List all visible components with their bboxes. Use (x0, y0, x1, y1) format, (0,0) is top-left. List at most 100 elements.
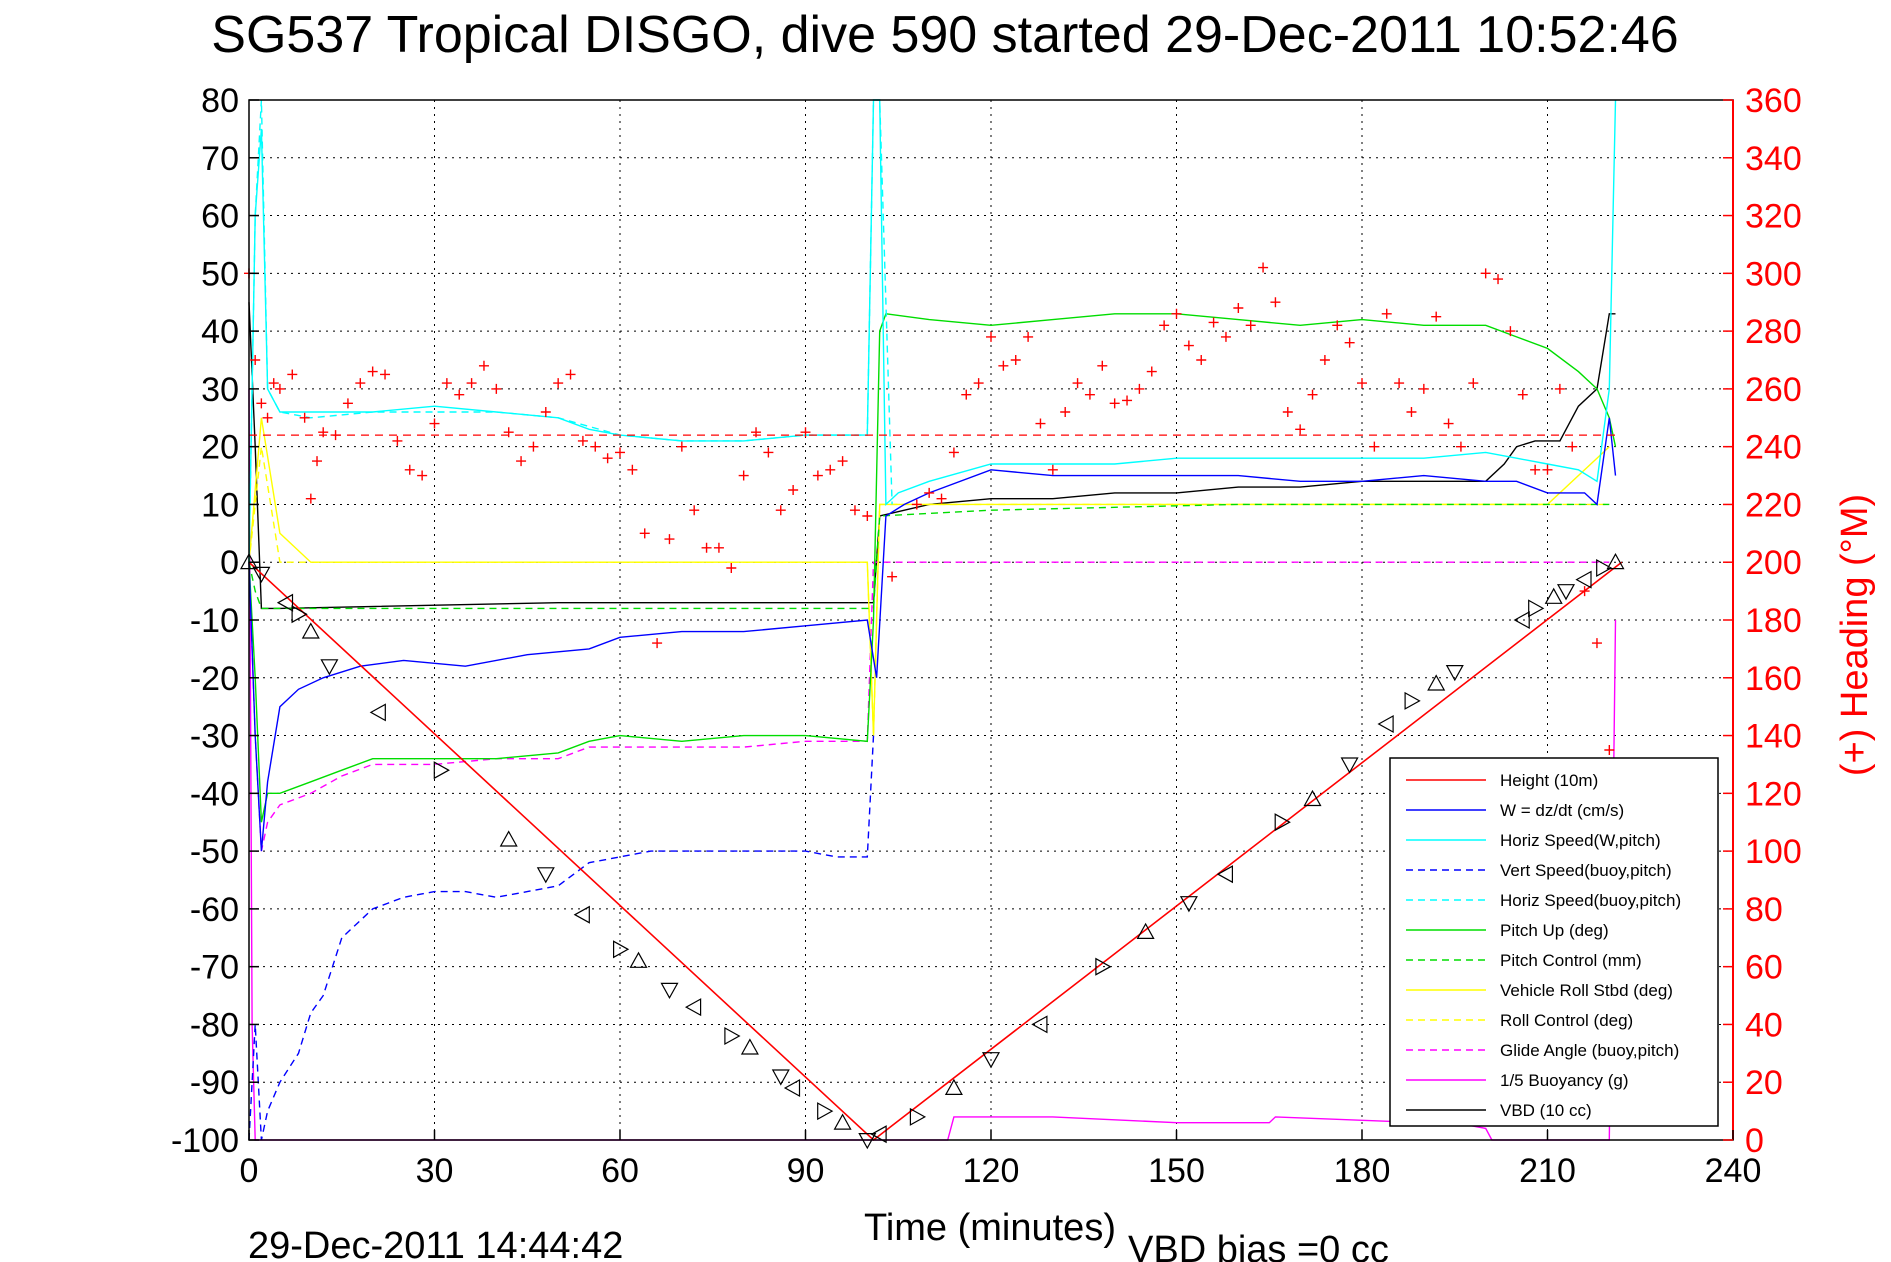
heading-point (1233, 303, 1244, 313)
legend-label: W = dz/dt (cm/s) (1500, 801, 1624, 820)
y-tick-label-right: 0 (1745, 1122, 1764, 1160)
heading-point (312, 456, 323, 467)
heading-point (1332, 320, 1343, 331)
heading-point (1258, 262, 1269, 273)
series-layer (248, 99, 1623, 1142)
y-tick-label-left: -70 (190, 949, 239, 987)
height-marker (684, 998, 702, 1017)
legend-label: Roll Control (deg) (1500, 1011, 1633, 1030)
heading-point (380, 369, 391, 380)
x-tick-label: 90 (787, 1152, 825, 1190)
heading-point (726, 563, 737, 573)
heading-point (1220, 331, 1231, 342)
heading-layer (244, 262, 1616, 755)
height-marker (320, 659, 339, 676)
height-marker (833, 1113, 852, 1130)
x-tick-label: 120 (963, 1152, 1020, 1190)
series-line-1 (248, 417, 1617, 852)
heading-point (478, 360, 489, 371)
y-tick-label-left: 20 (201, 429, 239, 467)
heading-point (1394, 378, 1405, 389)
heading-point (1295, 424, 1306, 435)
heading-point (274, 383, 285, 394)
heading-point (1010, 355, 1021, 365)
x-tick-label: 150 (1148, 1152, 1205, 1190)
height-marker (740, 1038, 759, 1055)
heading-point (602, 453, 613, 464)
heading-point (1493, 274, 1504, 285)
heading-point (491, 383, 502, 394)
legend-label: 1/5 Buoyancy (g) (1500, 1071, 1629, 1090)
heading-point (553, 378, 564, 389)
series-line-9 (248, 561, 1610, 852)
heading-point (812, 470, 823, 481)
height-marker (1179, 896, 1198, 913)
heading-point (1455, 441, 1466, 452)
x-axis-label: Time (minutes) (864, 1207, 1116, 1249)
y-tick-label-right: 40 (1745, 1006, 1783, 1044)
legend-label: Pitch Up (deg) (1500, 921, 1609, 940)
heading-point (1579, 586, 1590, 597)
height-marker (573, 905, 590, 924)
heading-point (1159, 320, 1170, 331)
series-line-6 (248, 503, 1610, 610)
height-marker (1445, 664, 1464, 682)
heading-point (287, 369, 298, 380)
heading-point (936, 493, 947, 504)
heading-point (256, 398, 267, 409)
legend-label: Vehicle Roll Stbd (deg) (1500, 981, 1673, 1000)
y-tick-label-right: 340 (1745, 140, 1802, 178)
y-tick-label-left: -50 (190, 833, 239, 871)
y-tick-label-right: 20 (1745, 1064, 1783, 1102)
y-tick-label-right: 60 (1745, 949, 1783, 987)
height-marker (1427, 674, 1446, 691)
heading-point (751, 427, 762, 438)
height-marker (499, 830, 518, 847)
series-line-3 (248, 735, 875, 1141)
y-tick-label-right: 300 (1745, 255, 1802, 293)
y-tick-label-right: 120 (1745, 775, 1802, 813)
series-line-7 (248, 417, 1610, 736)
y-tick-label-right: 80 (1745, 891, 1783, 929)
heading-point (590, 441, 601, 452)
heading-point (1381, 308, 1392, 319)
heading-point (1406, 407, 1417, 417)
height-marker (783, 1078, 801, 1098)
heading-point (1418, 383, 1429, 394)
y-tick-label-left: 0 (220, 544, 239, 582)
y-tick-label-left: 80 (201, 82, 239, 120)
y-tick-label-left: -20 (190, 660, 239, 698)
y-tick-label-right: 280 (1745, 313, 1802, 351)
heading-point (924, 487, 935, 498)
y-tick-label-left: 30 (201, 371, 239, 409)
series-line-11 (248, 302, 1616, 610)
y-tick-label-left: -30 (190, 718, 239, 756)
height-marker (944, 1078, 963, 1096)
height-marker (369, 703, 386, 722)
heading-point (1554, 383, 1565, 394)
heading-point (1097, 360, 1108, 371)
y-tick-label-right: 360 (1745, 82, 1802, 120)
heading-point (299, 412, 310, 423)
heading-point (1567, 441, 1578, 452)
height-marker (252, 566, 271, 584)
y-tick-label-right: 100 (1745, 833, 1802, 871)
height-marker (612, 940, 630, 959)
y-tick-label-left: -10 (190, 602, 239, 640)
height-marker (1031, 1015, 1048, 1034)
heading-point (1208, 317, 1219, 328)
y-tick-label-left: 70 (201, 140, 239, 178)
heading-point (540, 407, 551, 417)
heading-point (1134, 383, 1145, 394)
y-tick-label-right: 240 (1745, 429, 1802, 467)
height-marker (1606, 552, 1625, 570)
legend-label: Vert Speed(buoy,pitch) (1500, 861, 1672, 880)
y-axis-right: 3603403203002802602402202001801601401201… (1723, 82, 1802, 1160)
height-marker (1513, 610, 1530, 630)
heading-point (849, 505, 860, 516)
heading-point (1146, 366, 1157, 377)
heading-point (516, 456, 527, 467)
height-marker (724, 1026, 741, 1046)
heading-point (775, 505, 786, 516)
height-marker (771, 1069, 790, 1086)
